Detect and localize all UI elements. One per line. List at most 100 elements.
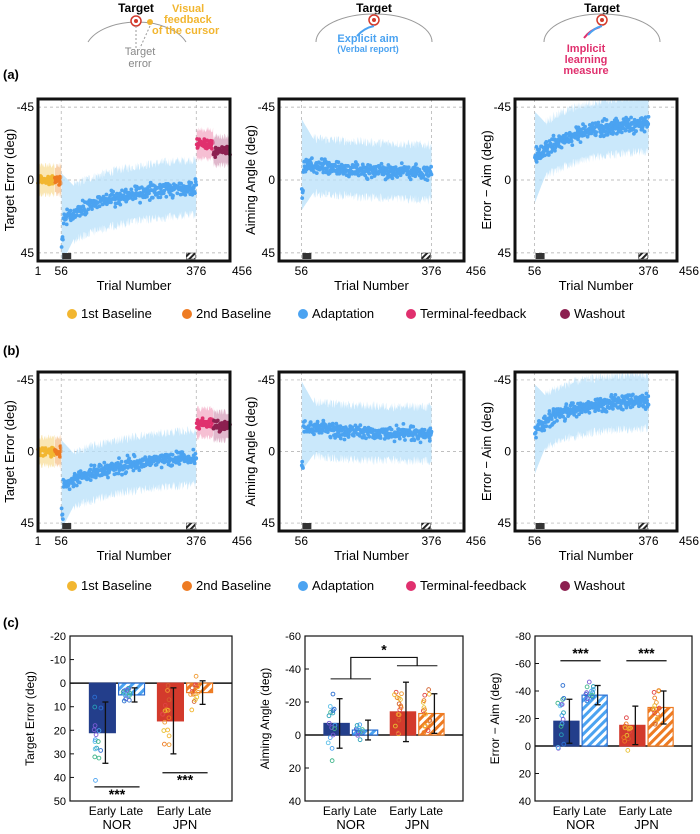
- x-axis-label: Trial Number: [559, 548, 634, 563]
- x-tick-label: 376: [186, 534, 206, 548]
- subject-point: [585, 698, 591, 704]
- y-tick-label: -20: [50, 631, 66, 643]
- late-period-marker: [185, 252, 196, 260]
- adaptation-point: [422, 427, 427, 432]
- x-tick-label: 376: [421, 264, 441, 278]
- y-axis-label: Aiming Angle (deg): [243, 125, 258, 235]
- header-feedback-line2: feedback: [164, 14, 213, 26]
- subject-point: [652, 710, 657, 716]
- subject-point: [159, 711, 165, 717]
- terminal-point: [210, 146, 214, 151]
- subject-point: [655, 711, 660, 717]
- plot-frame: [36, 97, 232, 263]
- adaptation-point: [429, 172, 434, 177]
- aim-arrow-icon-2: [587, 25, 603, 36]
- baseline2-point: [58, 454, 62, 459]
- adaptation-point: [189, 181, 194, 185]
- header-error-line2: error: [128, 58, 152, 70]
- adaptation-point: [549, 417, 554, 421]
- adaptation-band: [301, 381, 432, 471]
- adaptation-point: [379, 161, 384, 166]
- plot-frame: [69, 635, 233, 802]
- adaptation-point: [102, 460, 107, 465]
- adaptation-point: [124, 470, 129, 474]
- subject-point: [590, 684, 596, 689]
- adaptation-point: [342, 437, 347, 442]
- subject-point: [652, 721, 658, 727]
- adaptation-point: [312, 432, 316, 437]
- adaptation-point: [392, 439, 397, 444]
- subject-point: [188, 692, 194, 697]
- adaptation-point: [388, 165, 393, 170]
- legend-label: 1st Baseline: [81, 306, 152, 321]
- adaptation-point: [590, 121, 595, 126]
- header-feedback-line3: of the cursor: [152, 25, 220, 37]
- cursor-feedback-dot: [147, 19, 153, 25]
- legend-label: 2nd Baseline: [196, 578, 271, 593]
- adaptation-point: [158, 195, 163, 200]
- legend-label: Washout: [574, 578, 625, 593]
- adaptation-point: [389, 427, 394, 432]
- subject-point: [395, 730, 401, 736]
- legend-label: Terminal-feedback: [420, 578, 527, 593]
- adaptation-point: [547, 409, 552, 413]
- x-tick-label: Late: [420, 804, 444, 818]
- adaptation-point: [378, 436, 383, 440]
- adaptation-point: [314, 171, 319, 176]
- adaptation-point: [90, 207, 94, 212]
- group-label: JPN: [173, 817, 198, 832]
- x-tick-label: Early: [553, 804, 580, 818]
- subject-point: [194, 694, 200, 700]
- adaptation-point: [355, 163, 360, 167]
- adaptation-point: [61, 517, 65, 521]
- y-tick-label: 40: [289, 796, 301, 808]
- adaptation-point: [61, 221, 66, 226]
- adaptation-point: [194, 182, 199, 187]
- subject-point: [92, 694, 98, 700]
- adaptation-point: [611, 130, 616, 135]
- x-tick-label: 56: [295, 264, 309, 278]
- header-feedback-line1: Visual: [172, 3, 204, 15]
- adaptation-point: [72, 482, 76, 486]
- x-tick-label: Late: [353, 804, 377, 818]
- header-aim: Explicit aim: [337, 33, 398, 45]
- adaptation-point: [60, 512, 65, 517]
- target-error-line-2: [139, 25, 151, 49]
- y-axis-label: Error − Aim (deg): [479, 402, 494, 501]
- adaptation-point: [127, 456, 131, 461]
- subject-point: [356, 730, 361, 735]
- legend-b: 1st Baseline 2nd Baseline Adaptation Termin…: [67, 578, 625, 593]
- adaptation-point: [65, 207, 69, 212]
- legend-marker: [67, 309, 77, 319]
- subject-point: [92, 746, 98, 752]
- adaptation-point: [171, 193, 175, 198]
- adaptation-point: [646, 402, 651, 407]
- subject-point: [330, 691, 336, 697]
- adaptation-point: [401, 422, 406, 426]
- adaptation-point: [571, 401, 575, 406]
- header-aim-note: (Verbal report): [337, 44, 399, 54]
- adaptation-point: [596, 408, 601, 412]
- subject-point: [165, 727, 171, 733]
- adaptation-point: [427, 439, 432, 443]
- subject-point: [559, 702, 565, 707]
- y-tick-label: -45: [258, 373, 276, 387]
- adaptation-point: [308, 420, 313, 424]
- subject-point: [96, 728, 102, 733]
- adaptation-point: [593, 409, 597, 414]
- adaptation-point: [88, 478, 93, 482]
- adaptation-point: [403, 438, 407, 442]
- adaptation-point: [544, 424, 549, 429]
- y-tick-label: -60: [515, 659, 531, 671]
- timecourse-panel-b3: -45 0 45 56 376 456 Trial Number Error − Aim (d…: [479, 370, 699, 563]
- subject-point: [559, 721, 565, 727]
- late-period-marker: [421, 522, 431, 530]
- legend-label: Adaptation: [312, 306, 374, 321]
- legend-marker: [560, 581, 570, 591]
- subject-point: [590, 687, 596, 692]
- adaptation-point: [609, 393, 614, 397]
- subject-point: [166, 733, 172, 739]
- subject-point: [422, 707, 427, 713]
- adaptation-point: [88, 467, 93, 472]
